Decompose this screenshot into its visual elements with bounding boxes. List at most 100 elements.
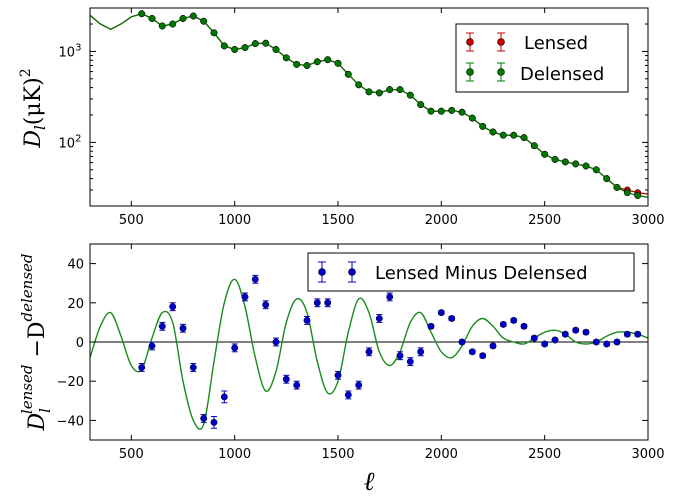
top-xtick-label: 2000 bbox=[425, 213, 458, 228]
difference-point bbox=[355, 381, 363, 389]
difference-point bbox=[479, 352, 487, 360]
delensed-point bbox=[251, 40, 259, 48]
delensed-point bbox=[437, 107, 445, 115]
difference-point bbox=[448, 315, 456, 322]
legend-marker-delensed bbox=[466, 62, 505, 82]
bottom-xtick-label: 500 bbox=[119, 447, 144, 462]
legend-label-difference: Lensed Minus Delensed bbox=[375, 263, 588, 284]
difference-point bbox=[148, 342, 156, 350]
delensed-point bbox=[303, 62, 311, 69]
delensed-point bbox=[448, 106, 456, 114]
delensed-point bbox=[541, 150, 549, 158]
delensed-point bbox=[634, 192, 642, 200]
difference-point bbox=[272, 338, 280, 346]
bottom-xtick-label: 2000 bbox=[425, 447, 458, 462]
difference-point bbox=[179, 324, 187, 332]
difference-point bbox=[489, 342, 497, 350]
delensed-point bbox=[272, 46, 280, 53]
difference-point bbox=[344, 391, 352, 399]
difference-point bbox=[365, 348, 373, 356]
difference-point bbox=[572, 326, 580, 334]
delensed-point bbox=[489, 128, 497, 136]
difference-point bbox=[324, 299, 332, 307]
delensed-point bbox=[220, 42, 228, 50]
difference-point bbox=[220, 393, 228, 401]
delensed-point bbox=[396, 86, 404, 94]
difference-point bbox=[551, 336, 559, 344]
difference-point bbox=[458, 338, 466, 346]
difference-point bbox=[406, 358, 414, 366]
delensed-point bbox=[344, 70, 352, 78]
legend-label-delensed: Delensed bbox=[520, 64, 604, 85]
delensed-point bbox=[592, 166, 600, 174]
delensed-point bbox=[613, 183, 621, 191]
bottom-xtick-label: 3000 bbox=[631, 447, 664, 462]
top-ylabel: Dl(μK)2 bbox=[18, 68, 49, 148]
bottom-xtick-label: 2500 bbox=[528, 447, 561, 462]
difference-point bbox=[386, 293, 394, 301]
x-axis-label: ℓ bbox=[364, 467, 375, 497]
delensed-point bbox=[386, 86, 394, 94]
difference-point bbox=[634, 330, 642, 338]
difference-point bbox=[468, 348, 476, 356]
delensed-point bbox=[231, 46, 239, 53]
difference-point bbox=[169, 303, 177, 311]
difference-theory-curve bbox=[89, 278, 649, 430]
delensed-point bbox=[551, 155, 559, 163]
bottom-xtick-label: 1000 bbox=[218, 447, 251, 462]
delensed-point bbox=[334, 59, 342, 67]
difference-point bbox=[251, 275, 259, 283]
delensed-point bbox=[623, 189, 631, 197]
delensed-point bbox=[572, 160, 580, 168]
delensed-point bbox=[158, 22, 166, 30]
difference-point bbox=[541, 340, 549, 348]
legend-label-lensed: Lensed bbox=[524, 33, 588, 54]
bottom-ytick-label: −40 bbox=[57, 414, 84, 429]
bottom-panel: 500 1000 1500 2000 2500 3000 −40 −20 0 20 40 Dlle… bbox=[18, 243, 665, 497]
delensed-point bbox=[530, 142, 538, 150]
difference-point bbox=[210, 418, 218, 426]
difference-point bbox=[158, 322, 166, 330]
delensed-point bbox=[375, 89, 383, 97]
svg-text:Dl(μK)2: Dl(μK)2 bbox=[18, 68, 49, 148]
top-ytick-label: 103 bbox=[59, 42, 82, 60]
delensed-point bbox=[520, 134, 528, 142]
delensed-point bbox=[210, 29, 218, 37]
delensed-point bbox=[499, 131, 507, 139]
delensed-point bbox=[406, 91, 414, 99]
top-xtick-label: 1000 bbox=[218, 213, 251, 228]
delensed-point bbox=[313, 58, 321, 66]
top-xtick-label: 1500 bbox=[321, 213, 354, 228]
difference-point bbox=[613, 338, 621, 346]
bottom-legend: Lensed Minus Delensed bbox=[307, 252, 635, 292]
delensed-point bbox=[241, 44, 249, 52]
legend-marker-difference bbox=[318, 261, 356, 283]
delensed-point bbox=[282, 54, 290, 62]
legend-marker-lensed bbox=[466, 32, 505, 52]
delensed-point bbox=[582, 162, 590, 170]
top-ytick-label: 102 bbox=[59, 133, 82, 151]
difference-point bbox=[313, 299, 321, 307]
delensed-point bbox=[179, 15, 187, 22]
bottom-ytick-label: 20 bbox=[67, 297, 84, 312]
difference-point bbox=[510, 316, 518, 324]
difference-point bbox=[262, 301, 270, 309]
difference-point bbox=[427, 322, 435, 330]
delensed-point bbox=[169, 20, 177, 28]
delensed-point bbox=[138, 10, 146, 18]
delensed-point bbox=[189, 12, 197, 20]
top-panel: 500 1000 1500 2000 2500 3000 102 103 Dl(μK)2 L… bbox=[18, 7, 665, 228]
delensed-point bbox=[417, 101, 425, 109]
delensed-point bbox=[262, 39, 270, 47]
delensed-point bbox=[468, 114, 476, 122]
difference-point bbox=[623, 330, 631, 338]
difference-point bbox=[189, 364, 197, 371]
difference-point bbox=[231, 344, 239, 352]
delensed-point bbox=[293, 60, 301, 68]
bottom-ytick-label: 0 bbox=[76, 336, 84, 351]
bottom-ylabel: Dllensed −Ddelensed bbox=[18, 253, 54, 431]
bottom-ytick-label: 40 bbox=[67, 258, 84, 273]
delensed-point bbox=[355, 81, 363, 89]
difference-point bbox=[561, 330, 569, 338]
